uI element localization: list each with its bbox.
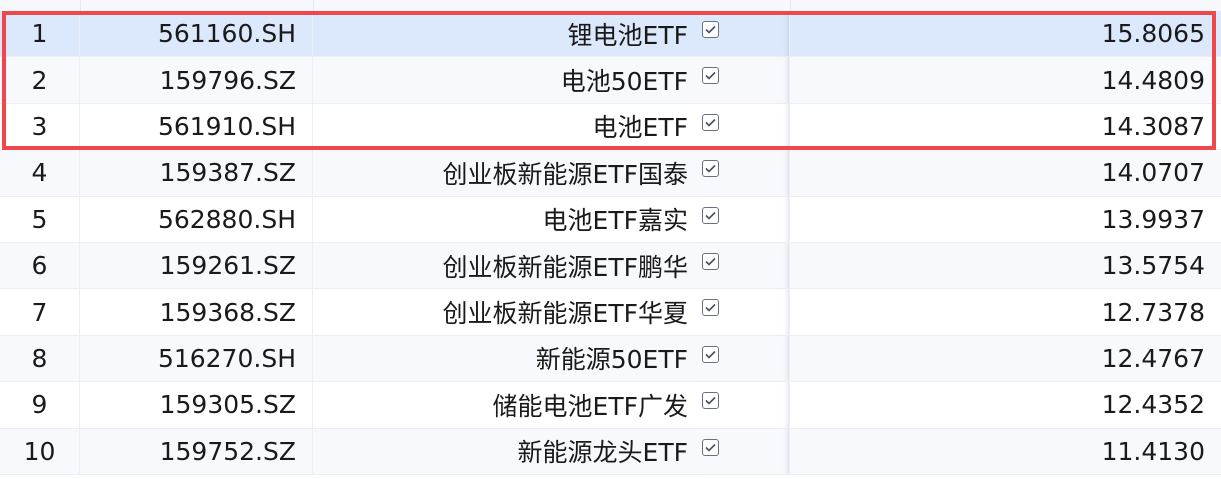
fund-code: 159305.SZ — [80, 382, 313, 428]
table-row[interactable]: 2 159796.SZ 电池50ETF 14.4809 — [0, 57, 1221, 104]
row-index: 6 — [0, 242, 80, 289]
value: 12.7378 — [1101, 297, 1205, 327]
table-row[interactable]: 8 516270.SH 新能源50ETF 12.4767 — [0, 335, 1221, 383]
value: 14.0707 — [1101, 158, 1205, 188]
checkmark-icon — [705, 211, 716, 220]
fund-code: 561910.SH — [80, 103, 313, 150]
checkbox[interactable] — [702, 299, 719, 317]
row-index: 1 — [0, 11, 80, 57]
row-index: 5 — [0, 196, 80, 242]
fund-name: 新能源龙头ETF — [517, 438, 688, 468]
checkbox[interactable] — [702, 67, 719, 85]
fund-name: 电池ETF嘉实 — [542, 206, 688, 236]
checkmark-icon — [705, 25, 716, 34]
value: 11.4130 — [1101, 436, 1205, 466]
value: 14.3087 — [1101, 111, 1205, 141]
table-row[interactable]: 9 159305.SZ 储能电池ETF广发 12.4352 — [0, 382, 1221, 429]
value: 13.9937 — [1101, 204, 1205, 234]
row-index: 10 — [0, 428, 80, 474]
table-row[interactable]: 4 159387.SZ 创业板新能源ETF国泰 14.0707 — [0, 150, 1221, 197]
checkbox[interactable] — [702, 113, 719, 131]
row-index: 4 — [0, 150, 80, 196]
row-index: 2 — [0, 57, 80, 103]
checkbox[interactable] — [702, 206, 719, 224]
value: 12.4767 — [1101, 343, 1205, 373]
row-index: 3 — [0, 103, 80, 150]
value: 13.5754 — [1101, 251, 1205, 281]
value: 15.8065 — [1101, 19, 1205, 49]
table-row[interactable]: 5 562880.SH 电池ETF嘉实 13.9937 — [0, 196, 1221, 243]
checkbox-cell — [700, 11, 790, 57]
row-index: 8 — [0, 335, 80, 382]
checkbox[interactable] — [702, 438, 719, 456]
checkmark-icon — [705, 443, 716, 452]
checkbox-cell — [700, 242, 790, 289]
fund-name: 创业板新能源ETF国泰 — [442, 159, 688, 189]
fund-name: 创业板新能源ETF鹏华 — [442, 252, 688, 282]
value: 12.4352 — [1101, 390, 1205, 420]
fund-name: 新能源50ETF — [535, 345, 688, 375]
checkbox[interactable] — [702, 252, 719, 270]
fund-code: 159796.SZ — [80, 57, 313, 103]
fund-code: 159387.SZ — [80, 150, 313, 196]
checkmark-icon — [705, 397, 716, 405]
checkmark-icon — [705, 350, 716, 359]
table-row[interactable]: 1 561160.SH 锂电池ETF 15.8065 — [0, 11, 1221, 58]
checkbox-cell — [700, 103, 790, 150]
checkbox-cell — [700, 428, 790, 474]
checkmark-icon — [705, 304, 716, 312]
fund-name: 电池ETF — [592, 113, 688, 143]
checkbox-cell — [700, 382, 790, 428]
fund-name: 锂电池ETF — [567, 20, 688, 50]
fund-code: 516270.SH — [80, 335, 313, 382]
checkbox-cell — [700, 150, 790, 196]
checkmark-icon — [705, 118, 716, 127]
checkmark-icon — [705, 257, 716, 266]
checkbox[interactable] — [702, 21, 719, 38]
checkbox[interactable] — [702, 160, 719, 178]
checkbox-cell — [700, 335, 790, 382]
row-index: 9 — [0, 382, 80, 428]
fund-code: 561160.SH — [80, 11, 313, 57]
checkmark-icon — [705, 72, 716, 81]
fund-name: 创业板新能源ETF华夏 — [442, 299, 688, 329]
row-index: 7 — [0, 289, 80, 335]
table-row[interactable]: 7 159368.SZ 创业板新能源ETF华夏 12.7378 — [0, 289, 1221, 336]
column-divider — [313, 0, 314, 11]
column-divider — [790, 0, 791, 11]
table-row[interactable]: 3 561910.SH 电池ETF 14.3087 — [0, 103, 1221, 151]
checkbox-cell — [700, 196, 790, 242]
table-row[interactable]: 10 159752.SZ 新能源龙头ETF 11.4130 — [0, 428, 1221, 475]
checkbox[interactable] — [702, 345, 719, 363]
checkbox-cell — [700, 289, 790, 335]
checkmark-icon — [705, 165, 716, 173]
fund-code: 159752.SZ — [80, 428, 313, 474]
table-row[interactable]: 6 159261.SZ 创业板新能源ETF鹏华 13.5754 — [0, 242, 1221, 290]
checkbox[interactable] — [702, 392, 719, 410]
fund-name: 储能电池ETF广发 — [492, 391, 688, 421]
fund-code: 159261.SZ — [80, 242, 313, 289]
column-divider — [80, 0, 81, 11]
checkbox-cell — [700, 57, 790, 103]
etf-table: 1 561160.SH 锂电池ETF 15.8065 2 159796.SZ 电池50ETF… — [0, 11, 1221, 475]
fund-code: 562880.SH — [80, 196, 313, 242]
value: 14.4809 — [1101, 65, 1205, 95]
fund-name: 电池50ETF — [560, 67, 688, 97]
fund-code: 159368.SZ — [80, 289, 313, 335]
